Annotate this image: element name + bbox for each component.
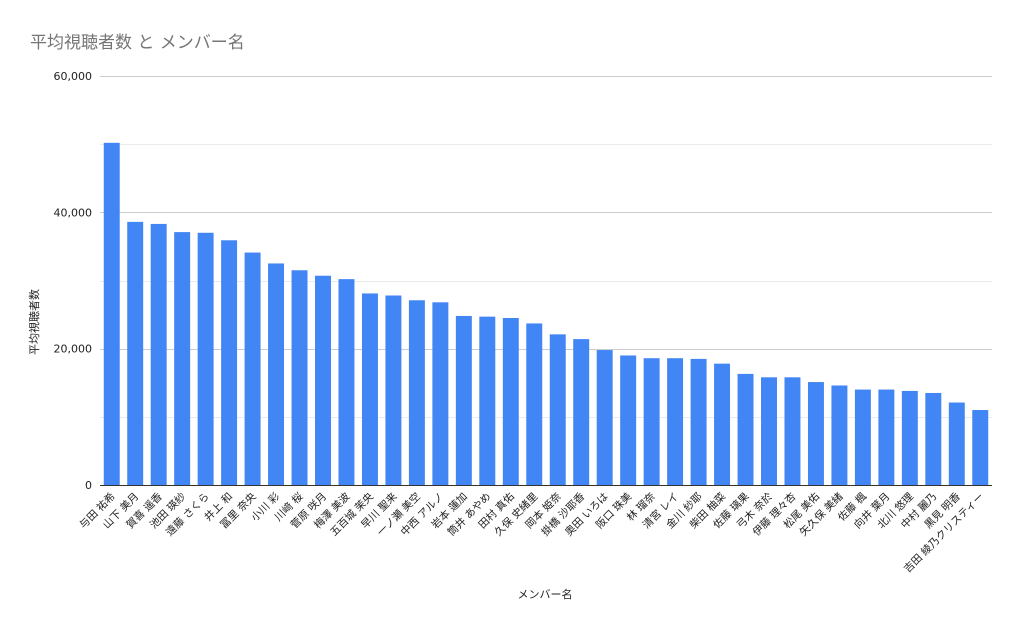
bar	[925, 392, 942, 485]
bar	[127, 221, 144, 485]
bar	[573, 339, 590, 485]
y-axis-ticks: 0 20,000 40,000 60,000	[54, 70, 93, 492]
x-axis-title: メンバー名	[518, 587, 573, 601]
y-axis-title: 平均視聴者数	[27, 289, 41, 355]
bar	[103, 142, 120, 486]
y-tick-label: 0	[85, 479, 92, 492]
bar	[150, 223, 167, 486]
bar	[620, 355, 637, 485]
bar	[878, 389, 895, 485]
bar	[197, 232, 214, 485]
bar	[549, 334, 566, 485]
bar	[221, 240, 238, 485]
y-tick-label: 20,000	[54, 343, 93, 356]
bar	[455, 315, 472, 485]
bar	[244, 252, 261, 485]
bar	[385, 295, 402, 485]
bar	[972, 410, 989, 485]
bar	[526, 323, 543, 485]
y-tick-label: 40,000	[54, 206, 93, 219]
bar	[315, 275, 331, 485]
bar	[948, 402, 965, 485]
bar	[596, 350, 613, 485]
chart-title: 平均視聴者数 と メンバー名	[30, 33, 245, 53]
bar	[643, 358, 660, 485]
bar	[901, 390, 918, 485]
bar	[667, 358, 684, 485]
bar	[714, 363, 731, 485]
bar	[690, 358, 707, 485]
bar	[854, 389, 871, 485]
bar	[268, 263, 285, 485]
bar	[502, 317, 519, 485]
bar	[807, 382, 824, 485]
bar	[338, 279, 355, 485]
bar	[291, 270, 308, 485]
bar	[831, 385, 848, 485]
bar	[784, 377, 801, 485]
y-tick-label: 60,000	[54, 70, 93, 83]
bar	[479, 316, 496, 485]
bar	[174, 232, 191, 485]
bar	[432, 302, 449, 485]
bars	[103, 142, 989, 486]
bar	[408, 300, 425, 485]
gridlines	[100, 76, 992, 486]
bar	[761, 377, 777, 485]
bar	[737, 373, 754, 485]
bar	[361, 293, 378, 485]
